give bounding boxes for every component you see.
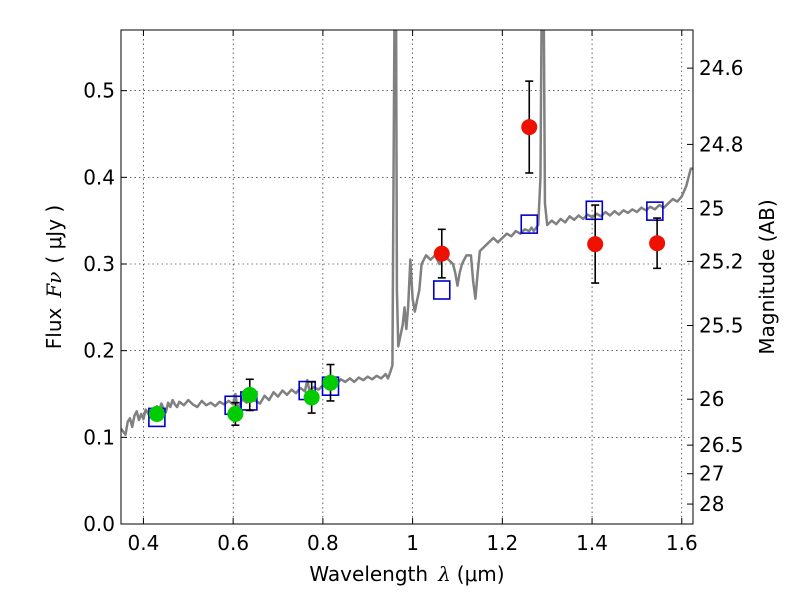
- x-axis-title: Wavelength λ (μm): [309, 562, 504, 586]
- ticks: 0.4 0.6 0.8 1 1.2 1.4 1.6 0.0 0.1 0.2 0.3 0.4 0.5 24.…: [83, 30, 744, 555]
- y2-tick-label: 25: [699, 197, 724, 221]
- photometry-point: [303, 389, 320, 406]
- x-tick-label: 1.2: [486, 531, 518, 555]
- model-square-marker: [585, 200, 604, 221]
- x-tick-label: 1: [406, 531, 419, 555]
- y2-tick-label: 28: [699, 492, 724, 516]
- plot-frame: [120, 29, 694, 525]
- photometry-point: [241, 386, 258, 403]
- y-tick-label: 0.1: [83, 425, 115, 449]
- photometry-point: [587, 236, 604, 253]
- data-layer: [121, 30, 693, 436]
- photometry-point: [521, 119, 538, 136]
- y2-tick-label: 27: [699, 462, 724, 486]
- plot-area: [121, 30, 693, 524]
- x-tick-label: 1.6: [666, 531, 698, 555]
- photometry-point: [227, 405, 244, 422]
- y-tick-label: 0.5: [83, 79, 115, 103]
- y2-tick-label: 25.2: [699, 249, 744, 273]
- x-tick-label: 0.6: [217, 531, 249, 555]
- x-tick-label: 0.8: [307, 531, 339, 555]
- y2-tick-label: 24.8: [699, 132, 744, 156]
- y2-tick-label: 25.5: [699, 314, 744, 338]
- y2-axis-title: Magnitude (AB): [755, 199, 779, 354]
- photometry-point: [148, 405, 165, 422]
- y-tick-label: 0.4: [83, 165, 115, 189]
- photometry-point: [649, 235, 666, 252]
- x-tick-label: 0.4: [128, 531, 160, 555]
- marker-layer: [148, 80, 666, 428]
- y2-tick-label: 26.5: [699, 433, 744, 457]
- y-tick-label: 0.0: [83, 512, 115, 536]
- x-tick-label: 1.4: [576, 531, 608, 555]
- y2-tick-label: 26: [699, 387, 724, 411]
- model-square-marker: [520, 214, 539, 234]
- y-axis-title: FluxFν( μJy ): [42, 205, 66, 349]
- y2-tick-label: 24.6: [699, 56, 744, 80]
- spectrum-line: [121, 30, 693, 436]
- model-square-marker: [432, 280, 451, 300]
- model-square-marker: [646, 201, 664, 221]
- photometry-point: [322, 374, 339, 391]
- y-tick-label: 0.3: [83, 252, 115, 276]
- y-tick-label: 0.2: [83, 339, 115, 363]
- photometry-point: [433, 245, 450, 262]
